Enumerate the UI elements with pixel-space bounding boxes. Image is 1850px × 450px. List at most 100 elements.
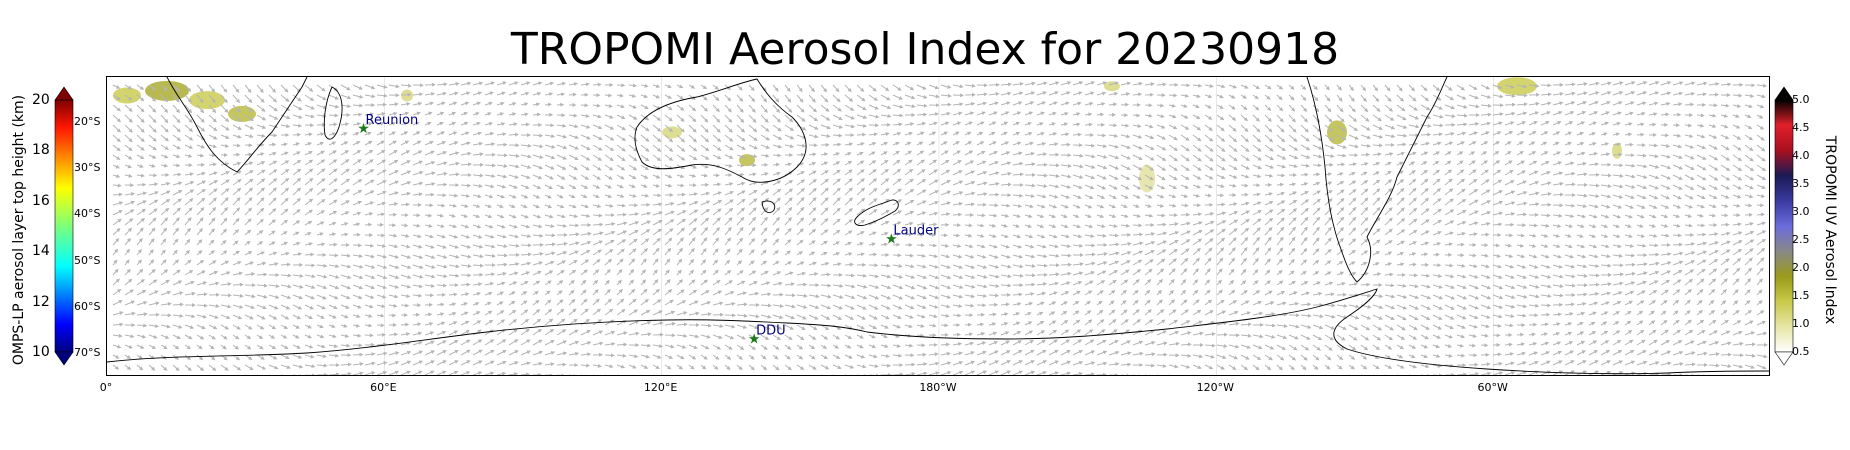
wind-vector [496,204,504,209]
wind-vector [1180,194,1189,198]
wind-vector [976,244,986,249]
wind-vector [172,207,181,216]
wind-vector [208,314,219,319]
wind-vector [1252,290,1261,296]
wind-vector [448,234,459,239]
wind-vector [1312,181,1321,186]
wind-vector [508,153,520,158]
wind-vector [388,313,397,318]
wind-vector [1084,194,1094,199]
wind-vector [532,144,544,149]
wind-vector [1336,114,1345,123]
wind-vector [1768,115,1769,116]
wind-vector [112,134,121,143]
wind-vector [532,318,542,326]
wind-vector [928,200,939,206]
wind-vector [1264,144,1274,152]
wind-vector [268,364,279,370]
station-marker-icon[interactable]: ★ [885,232,898,248]
wind-vector [184,227,191,236]
wind-vector [424,213,433,218]
wind-vector [124,154,133,160]
wind-vector [376,121,385,126]
wind-vector [1252,247,1260,256]
wind-vector [280,294,292,300]
wind-vector [1276,154,1287,160]
wind-vector [292,198,301,206]
wind-vector [1732,222,1742,227]
wind-vector [1384,161,1392,166]
wind-vector [796,206,805,216]
wind-vector [628,144,638,152]
wind-vector [1312,259,1320,266]
wind-vector [1408,84,1416,92]
wind-vector [328,150,337,156]
wind-vector [400,294,411,299]
wind-vector [1684,154,1695,160]
wind-vector [1168,309,1177,316]
wind-vector [148,144,157,151]
wind-vector [1516,111,1528,116]
wind-vector [496,350,507,356]
wind-vector [1144,113,1153,118]
station-marker-icon[interactable]: ★ [748,332,761,348]
wind-vector [1372,143,1383,148]
wind-vector [1516,332,1525,337]
wind-vector [292,159,302,166]
wind-vector [1768,345,1769,346]
wind-vector [1060,234,1070,239]
wind-vector [472,244,484,249]
wind-vector [1036,111,1045,116]
wind-vector [892,141,900,146]
wind-vector [592,341,604,346]
wind-vector [868,284,880,289]
wind-vector [1528,202,1540,207]
station-marker-icon[interactable]: ★ [357,121,370,137]
wind-vector [520,350,531,356]
wind-vector [124,259,130,266]
wind-vector [1012,121,1021,126]
wind-vector [796,197,805,206]
wind-vector [1600,142,1610,147]
wind-vector [760,216,768,226]
map-panel[interactable]: ★ Reunion ★ Lauder ★ DDU [106,76,1770,376]
wind-vector [1132,250,1144,256]
wind-vector [1336,104,1344,113]
wind-vector [424,101,434,106]
wind-vector [928,361,940,366]
wind-vector [1720,204,1729,208]
wind-vector [1264,192,1273,197]
wind-vector [808,334,817,340]
wind-vector [1324,334,1334,341]
wind-vector [328,334,337,339]
wind-vector [1168,114,1177,119]
wind-vector [1576,301,1587,306]
wind-vector [1480,189,1491,196]
wind-vector [1060,132,1070,137]
wind-vector [904,141,912,146]
map-canvas[interactable]: ★Reunion★Lauder★DDU [107,77,1770,376]
wind-vector [1540,141,1548,146]
wind-vector [928,159,938,166]
wind-vector [388,131,397,136]
wind-vector [220,260,230,266]
wind-vector [568,124,579,129]
wind-vector [208,188,218,196]
wind-vector [892,104,904,109]
wind-vector [172,334,181,339]
wind-vector [1288,270,1295,276]
wind-vector [844,94,854,102]
wind-vector [544,224,555,229]
wind-vector [664,321,676,326]
wind-vector [1264,84,1272,90]
wind-vector [484,101,493,106]
wind-vector [616,353,627,358]
wind-vector [616,134,627,142]
wind-vector [424,223,433,228]
wind-vector [1636,184,1648,190]
wind-vector [496,163,508,168]
wind-vector [1768,214,1769,215]
wind-vector [940,159,950,166]
wind-vector [1468,253,1477,258]
wind-vector [532,133,544,138]
